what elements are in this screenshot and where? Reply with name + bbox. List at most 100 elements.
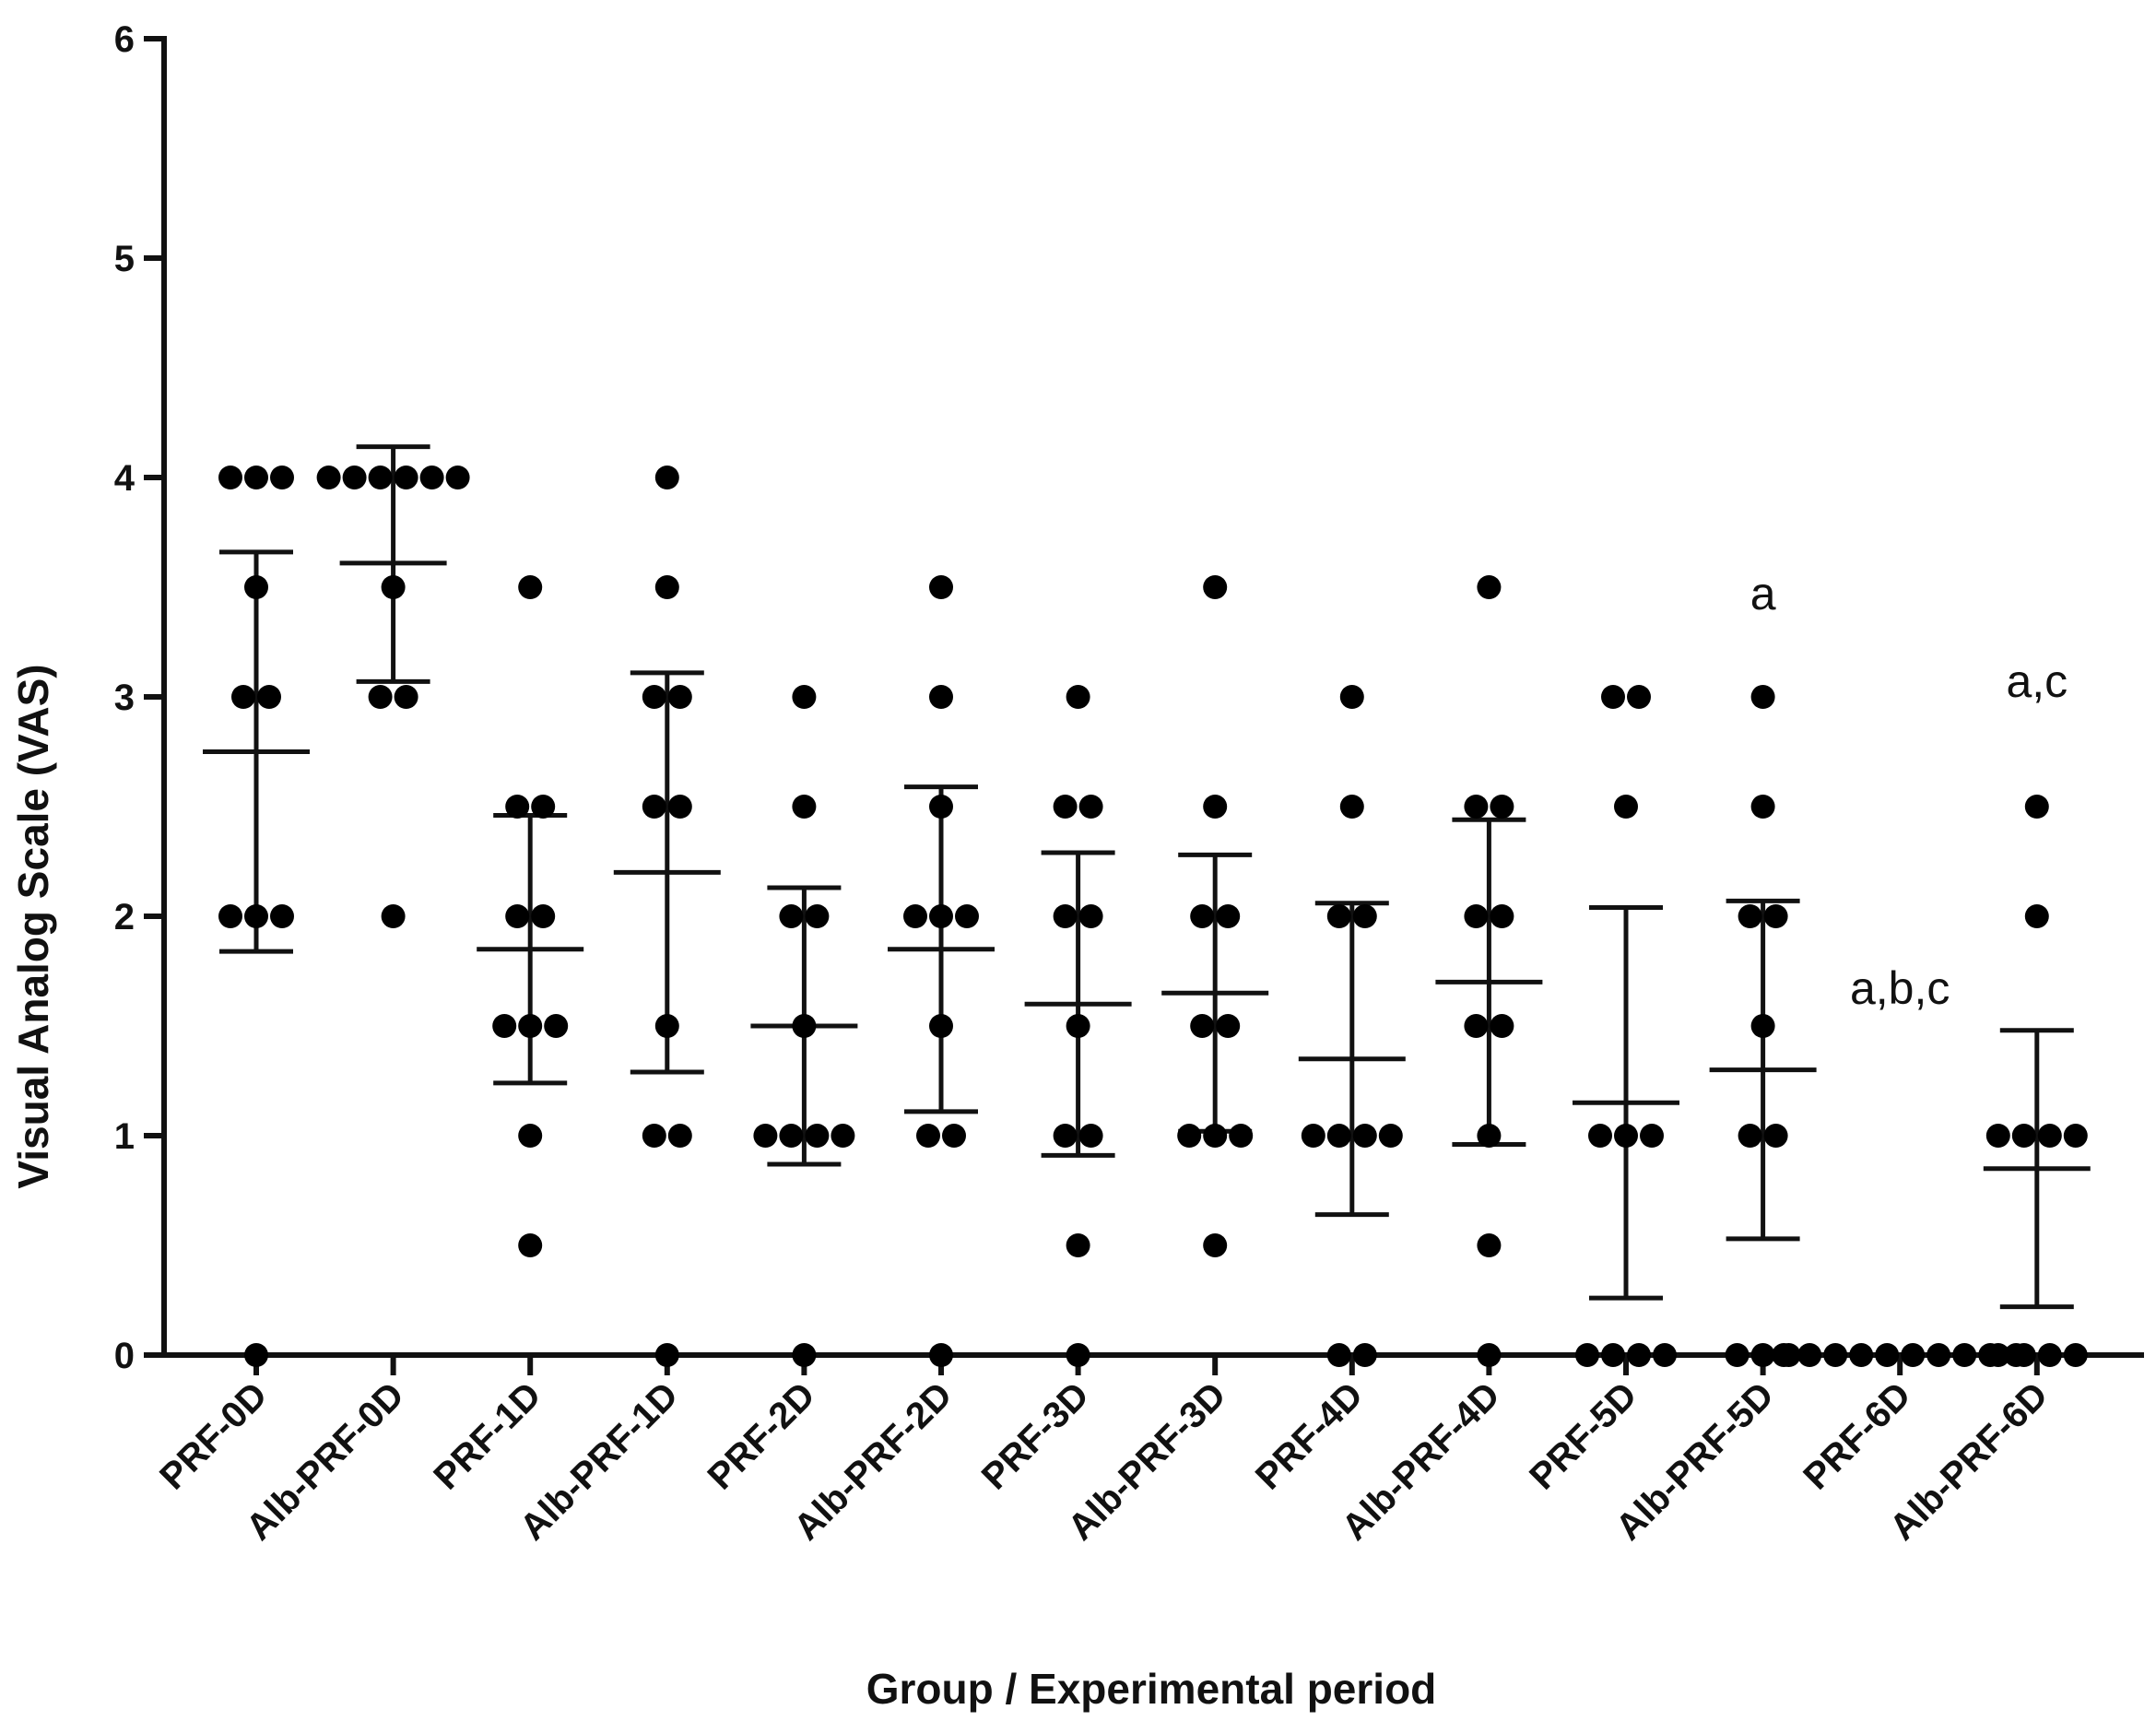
- data-point: [244, 904, 268, 928]
- group-Alb-PRF-6D: a,c: [1983, 655, 2091, 1367]
- data-point: [2011, 1124, 2036, 1148]
- y-tick-label: 0: [114, 1336, 135, 1376]
- data-point: [1725, 1343, 1750, 1367]
- x-tick-label: PRF-2D: [701, 1374, 823, 1497]
- data-point: [505, 904, 530, 928]
- data-point: [1216, 904, 1241, 928]
- data-point: [1053, 1124, 1078, 1148]
- data-point: [1464, 904, 1489, 928]
- data-point: [1653, 1343, 1677, 1367]
- data-point: [1985, 1343, 2010, 1367]
- data-point: [929, 1014, 953, 1038]
- data-point: [916, 1124, 940, 1148]
- data-point: [316, 466, 341, 489]
- data-point: [642, 795, 666, 819]
- data-point: [419, 466, 444, 489]
- data-point: [654, 466, 679, 489]
- group-Alb-PRF-1D: [613, 466, 721, 1367]
- data-point: [1627, 1343, 1651, 1367]
- data-point: [805, 1124, 830, 1148]
- data-point: [1053, 795, 1078, 819]
- data-point: [257, 685, 281, 709]
- data-point: [2063, 1343, 2088, 1367]
- data-point: [1763, 1124, 1788, 1148]
- data-point: [1738, 1124, 1762, 1148]
- data-point: [1216, 1014, 1241, 1038]
- data-point: [1738, 904, 1762, 928]
- data-point: [1190, 1014, 1215, 1038]
- data-point: [792, 1343, 817, 1367]
- data-point: [1326, 904, 1351, 928]
- data-point: [1750, 795, 1775, 819]
- data-point: [779, 1124, 804, 1148]
- data-point: [929, 904, 953, 928]
- data-point: [1985, 1124, 2010, 1148]
- data-point: [1926, 1343, 1951, 1367]
- data-point: [368, 466, 393, 489]
- data-point: [1339, 795, 1364, 819]
- data-point: [654, 1014, 679, 1038]
- data-point: [1601, 685, 1625, 709]
- group-Alb-PRF-4D: [1435, 575, 1543, 1367]
- data-point: [231, 685, 255, 709]
- y-tick-label: 6: [114, 19, 135, 60]
- data-point: [1588, 1124, 1612, 1148]
- data-point: [792, 795, 817, 819]
- data-point: [1378, 1124, 1403, 1148]
- chart-marks: a a,b,c a,c: [203, 444, 2091, 1367]
- data-point: [1763, 904, 1788, 928]
- group-Alb-PRF-0D: [316, 444, 470, 928]
- data-point: [1352, 904, 1377, 928]
- data-point: [518, 575, 543, 599]
- data-point: [1078, 795, 1103, 819]
- data-point: [1066, 1014, 1090, 1038]
- data-point: [1177, 1124, 1202, 1148]
- x-tick-label: PRF-3D: [974, 1374, 1097, 1497]
- data-point: [1066, 1343, 1090, 1367]
- data-point: [2024, 904, 2049, 928]
- group-PRF-0D: [203, 466, 310, 1367]
- data-point: [531, 795, 556, 819]
- y-tick-label: 2: [114, 897, 135, 937]
- significance-annotation: a,c: [2006, 655, 2068, 707]
- data-point: [518, 1233, 543, 1257]
- data-point: [505, 795, 530, 819]
- data-point: [1464, 795, 1489, 819]
- x-tick-label: PRF-1D: [426, 1374, 548, 1497]
- data-point: [1750, 1014, 1775, 1038]
- data-point: [1301, 1124, 1325, 1148]
- data-point: [929, 685, 953, 709]
- data-point: [1078, 904, 1103, 928]
- data-point: [1614, 1124, 1638, 1148]
- data-point: [1229, 1124, 1254, 1148]
- group-PRF-3D: [1024, 685, 1132, 1367]
- data-point: [2063, 1124, 2088, 1148]
- x-tick-label: PRF-6D: [1796, 1374, 1918, 1497]
- data-point: [518, 1014, 543, 1038]
- data-point: [831, 1124, 855, 1148]
- data-point: [929, 795, 953, 819]
- data-point: [1875, 1343, 1900, 1367]
- data-point: [1849, 1343, 1874, 1367]
- group-PRF-5D: [1573, 685, 1679, 1367]
- y-tick-label: 4: [114, 458, 135, 499]
- data-point: [1601, 1343, 1625, 1367]
- y-tick-label: 3: [114, 678, 135, 718]
- data-point: [544, 1014, 569, 1038]
- data-point: [1066, 685, 1090, 709]
- data-point: [1326, 1124, 1351, 1148]
- data-point: [244, 1343, 268, 1367]
- data-point: [667, 685, 692, 709]
- data-point: [955, 904, 979, 928]
- data-point: [1772, 1343, 1797, 1367]
- x-tick-label: PRF-0D: [152, 1374, 275, 1497]
- data-point: [1490, 904, 1514, 928]
- data-point: [1203, 1233, 1228, 1257]
- data-point: [1078, 1124, 1103, 1148]
- data-point: [1339, 685, 1364, 709]
- group-PRF-6D: a,b,c: [1772, 962, 2029, 1367]
- data-point: [929, 1343, 953, 1367]
- data-point: [654, 1343, 679, 1367]
